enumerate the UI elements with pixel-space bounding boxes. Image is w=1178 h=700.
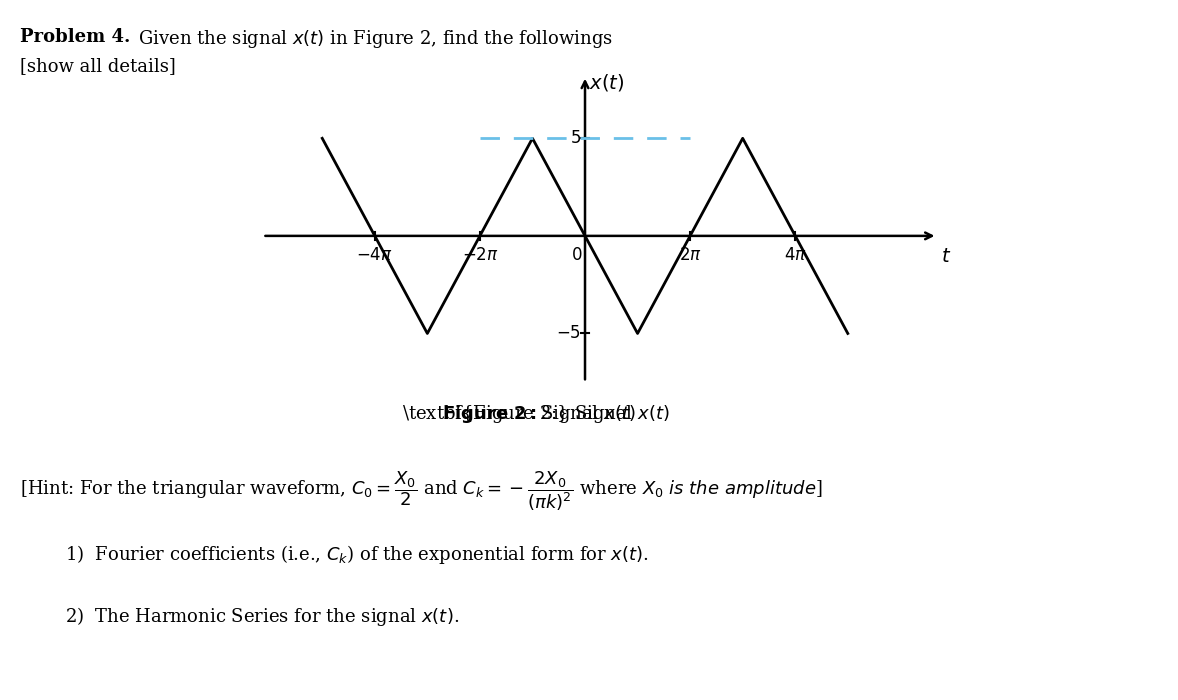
Text: Signal $x(t)$: Signal $x(t)$ (540, 403, 635, 425)
Text: $x(t)$: $x(t)$ (589, 72, 624, 93)
Text: $2\pi$: $2\pi$ (679, 246, 702, 264)
Text: $t$: $t$ (941, 248, 951, 265)
Text: $-5$: $-5$ (556, 325, 581, 342)
Text: $-2\pi$: $-2\pi$ (462, 246, 498, 264)
Text: \textbf{Figure 2:} Signal $x(t)$: \textbf{Figure 2:} Signal $x(t)$ (402, 403, 670, 425)
Text: $4\pi$: $4\pi$ (783, 246, 807, 264)
Text: 1)  Fourier coefficients (i.e., $C_k$) of the exponential form for $x(t)$.: 1) Fourier coefficients (i.e., $C_k$) of… (65, 542, 649, 566)
Text: $5$: $5$ (570, 130, 581, 147)
Text: [Hint: For the triangular waveform, $C_0 = \dfrac{X_0}{2}$ and $C_k = -\dfrac{2X: [Hint: For the triangular waveform, $C_0… (20, 469, 822, 512)
Text: Given the signal $x(t)$ in Figure 2, find the followings: Given the signal $x(t)$ in Figure 2, fin… (127, 28, 613, 50)
Text: [show all details]: [show all details] (20, 57, 176, 76)
Text: Problem 4.: Problem 4. (20, 28, 131, 46)
Text: 2)  The Harmonic Series for the signal $x(t)$.: 2) The Harmonic Series for the signal $x… (65, 606, 459, 629)
Text: $-4\pi$: $-4\pi$ (357, 246, 393, 264)
Text: $\mathbf{Figure\ 2:}$: $\mathbf{Figure\ 2:}$ (442, 403, 536, 425)
Text: $0$: $0$ (571, 246, 582, 264)
